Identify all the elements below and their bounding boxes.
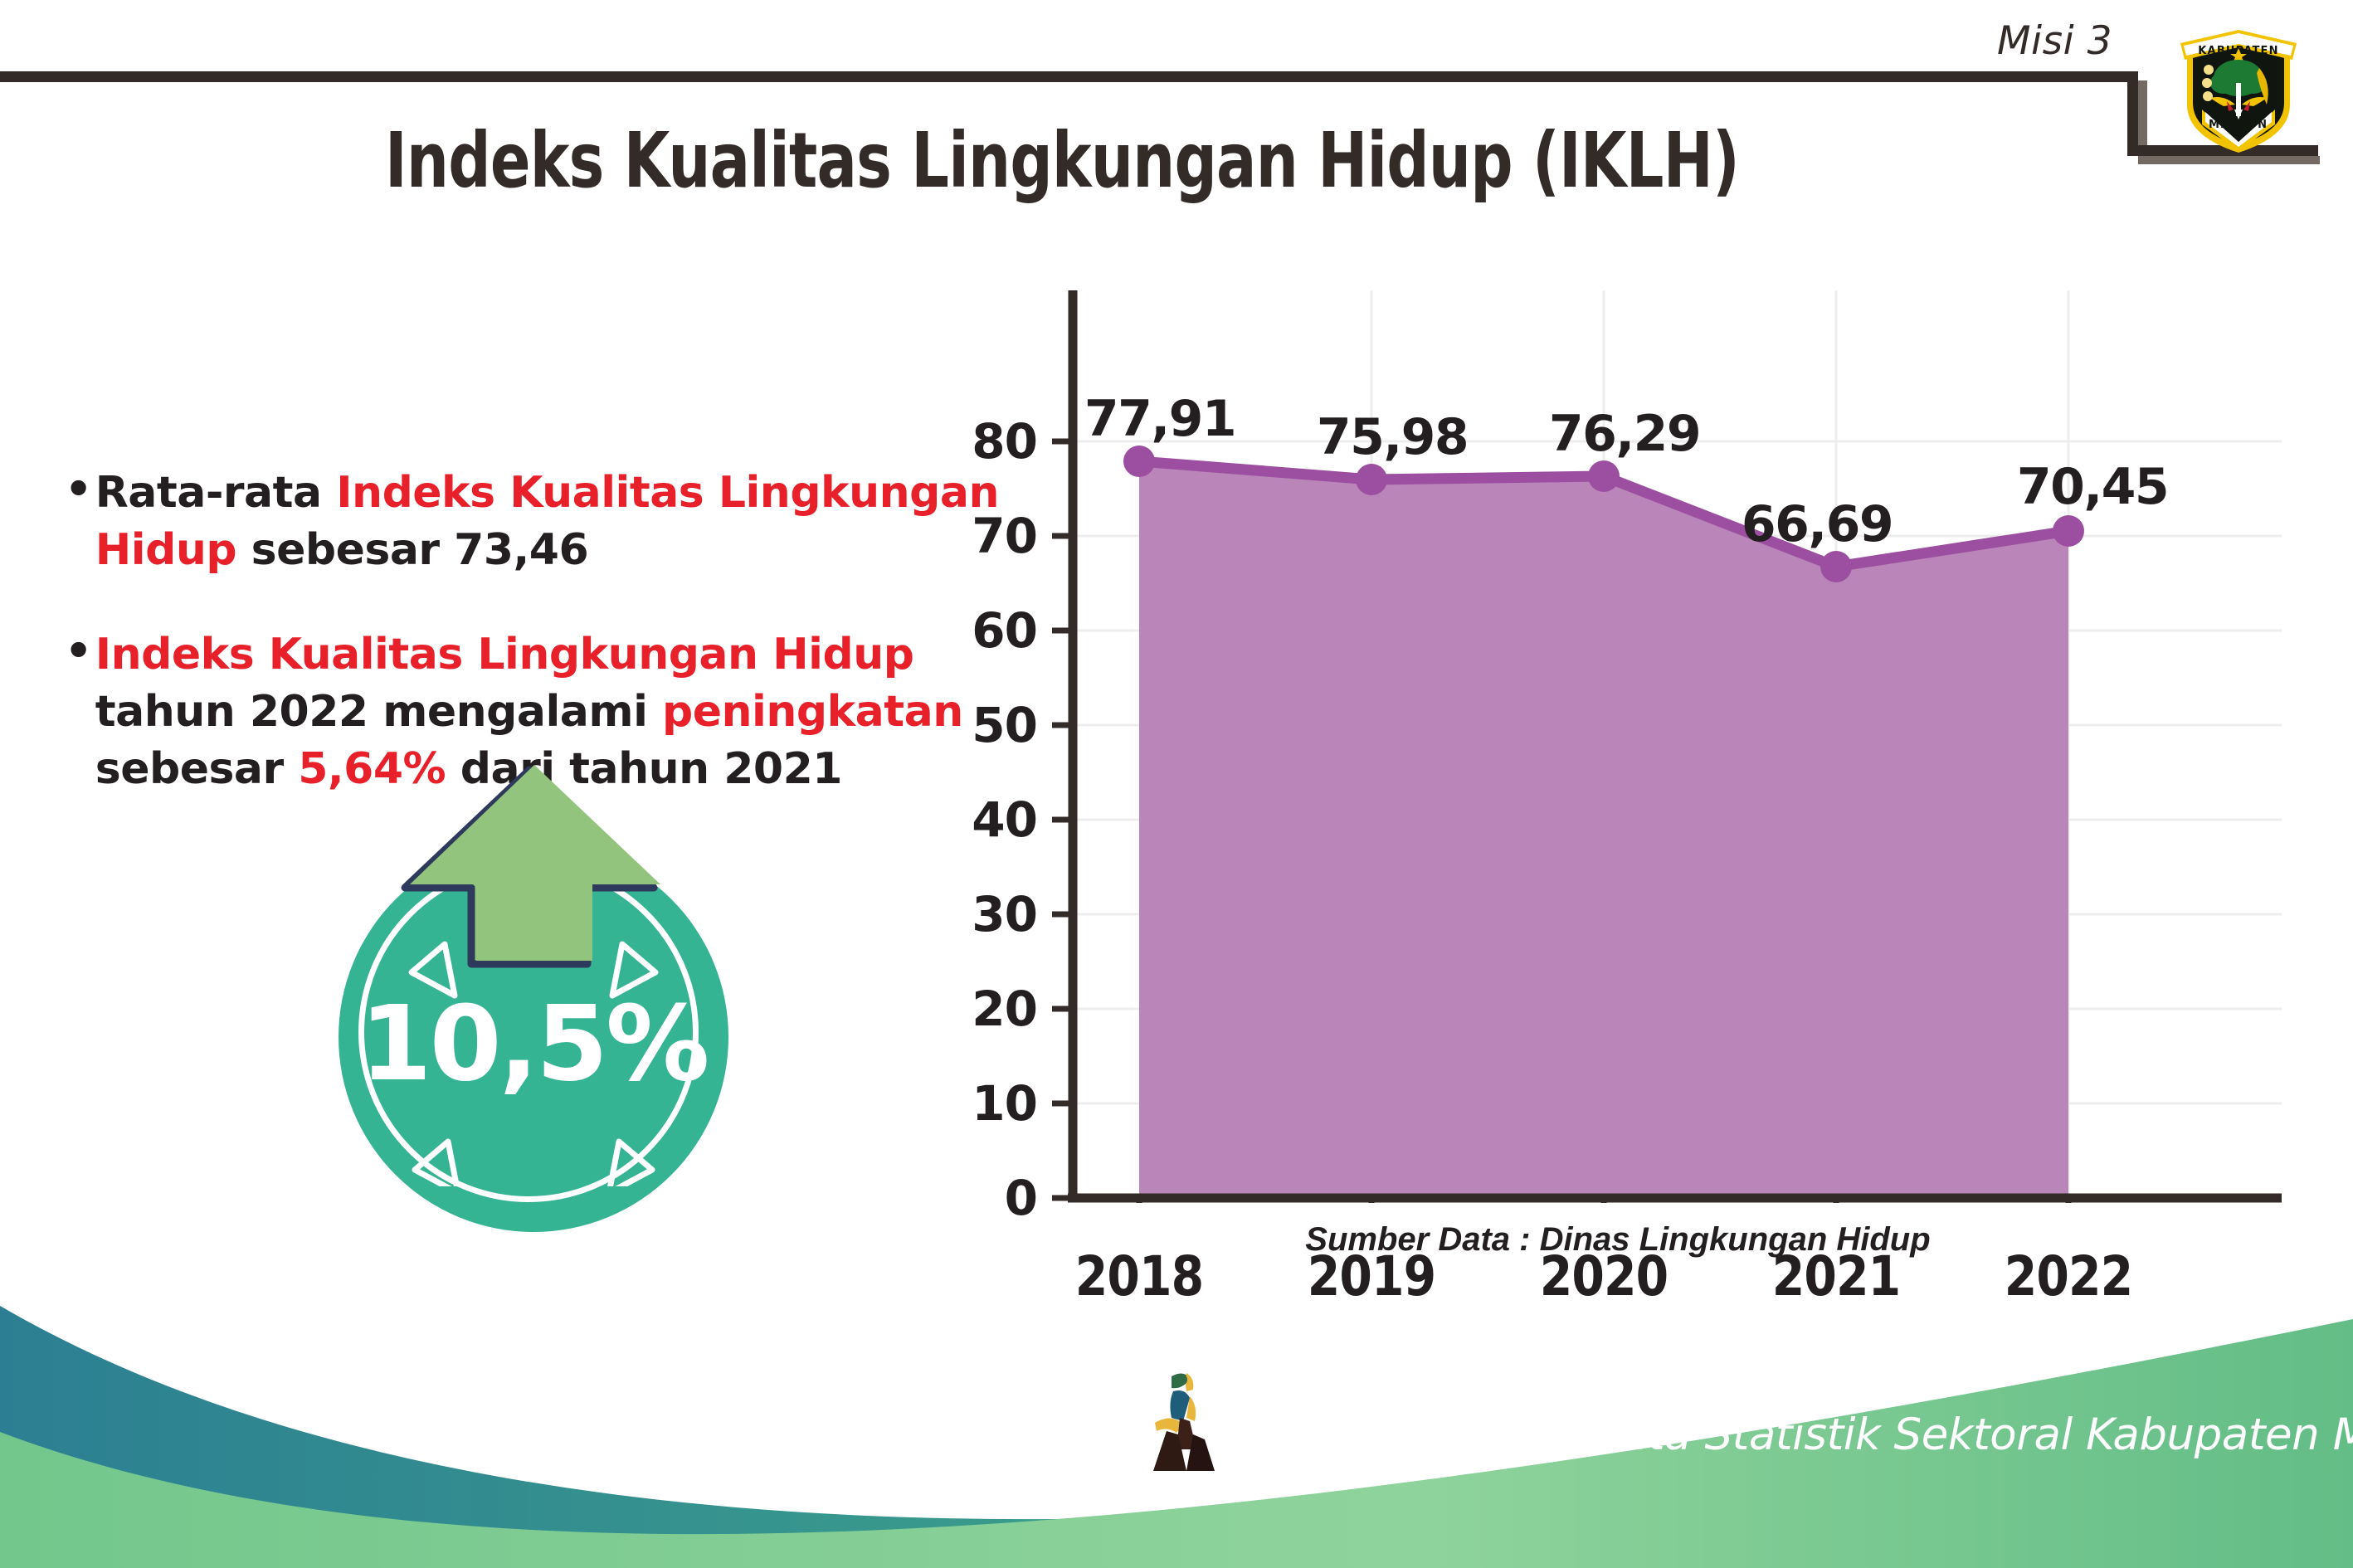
bullet-part-highlight: Indeks Kualitas Lingkungan Hidup [95,630,914,680]
y-tick-label: 80 [972,413,1038,470]
page-title: Indeks Kualitas Lingkungan Hidup (IKLH) [385,116,1740,205]
bullet-part-highlight: 5,64% [298,743,446,794]
bullet-text: Indeks Kualitas Lingkungan Hidup tahun 2… [95,626,1002,797]
growth-badge: 10,5% [322,755,753,1232]
footer-wave-decoration [0,1306,2353,1568]
frame-vertical-shadow [2138,80,2147,156]
bullet-part: sebesar 73,46 [236,524,589,575]
y-tick-label: 50 [972,697,1038,753]
data-label: 75,98 [1316,408,1469,466]
svg-text:MADIUN: MADIUN [2209,119,2268,131]
y-tick-label: 20 [972,981,1038,1037]
bps-figure-logo-icon [1153,1373,1215,1471]
iklh-area-chart: 0 10 20 30 40 50 60 70 80 2018 2019 2020… [954,274,2282,1308]
header-divider-rule [0,71,2127,82]
x-axis-ticks [1136,1198,2072,1203]
frame-vertical-bar [2127,71,2138,156]
y-tick-label: 0 [1004,1170,1038,1226]
chart-plot-area [1052,290,2282,1203]
data-label: 76,29 [1548,405,1702,463]
list-item: • Indeks Kualitas Lingkungan Hidup tahun… [65,626,1002,797]
bullet-part-highlight: Indeks Kualitas Lingkungan Hidup [95,468,1000,575]
badge-corner-arrow-ticks [408,941,659,1186]
series-markers [1123,446,2084,582]
x-tick-label: 2018 [1074,1244,1204,1308]
y-tick-label: 40 [972,791,1038,848]
bullet-text: Rata-rata Indeks Kualitas Lingkungan Hid… [95,465,1002,578]
kabupaten-madiun-emblem-icon: KABUPATEN MADIUN [2180,30,2297,153]
x-tick-label: 2020 [1539,1244,1669,1308]
frame-horizontal-shadow [2138,156,2320,164]
misi-label: Misi 3 [1997,18,2112,64]
bullet-part: Rata-rata [95,468,337,518]
list-item: • Rata-rata Indeks Kualitas Lingkungan H… [65,465,1002,578]
bullet-part-highlight: peningkatan [662,686,963,737]
source-note: Sumber Data : Dinas Lingkungan Hidup [1305,1221,1931,1258]
y-tick-label: 60 [972,602,1038,659]
bullet-marker: • [65,465,92,514]
y-tick-label: 70 [972,508,1038,564]
data-label: 66,69 [1741,495,1894,553]
bullet-part: sebesar [95,743,299,794]
bullet-list: • Rata-rata Indeks Kualitas Lingkungan H… [65,465,1002,845]
y-axis-ticks [1052,438,1073,1201]
area-fill [1139,461,2068,1198]
x-tick-label: 2019 [1307,1244,1436,1308]
frame-horizontal-bar [2127,145,2318,156]
up-arrow-icon [401,765,660,968]
y-tick-label: 10 [972,1075,1038,1132]
bullet-marker: • [65,626,92,677]
bullet-part: tahun 2022 mengalami [95,686,662,737]
y-tick-label: 30 [972,886,1038,942]
data-label: 77,91 [1084,390,1237,448]
x-tick-label: 2022 [2004,1244,2133,1308]
footer-caption: Media Infografis Data Statistik Sektoral… [1228,1410,2353,1460]
badge-value: 10,5% [359,984,710,1104]
data-label: 70,45 [2016,458,2170,516]
x-tick-label: 2021 [1771,1244,1901,1308]
